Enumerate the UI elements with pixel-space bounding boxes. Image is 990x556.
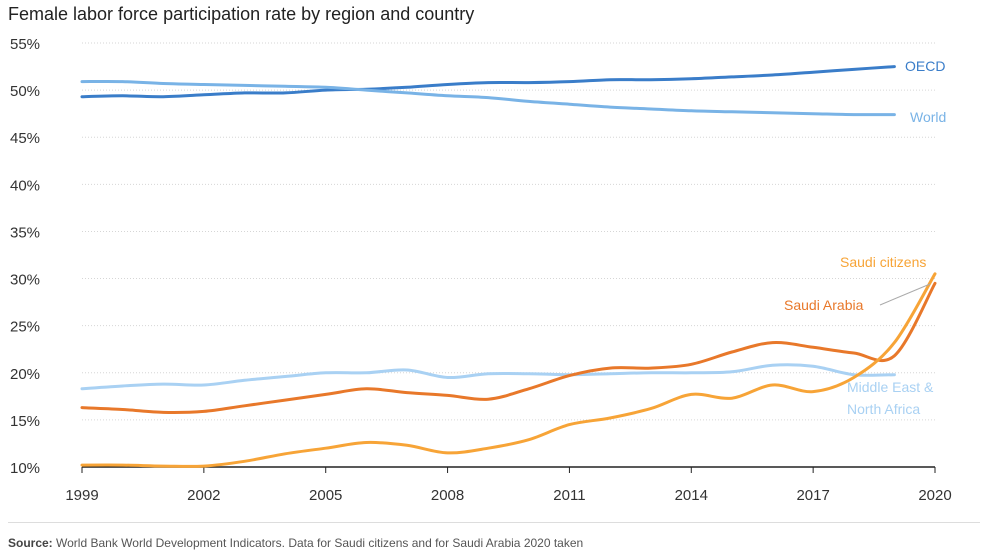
y-tick-label: 10% [10,460,40,477]
series-label-saudi-arabia: Saudi Arabia [784,297,864,313]
x-tick-label: 2002 [187,487,220,504]
chart-title: Female labor force participation rate by… [8,4,475,24]
series-line-world [80,79,896,117]
x-tick-label: 2017 [796,487,829,504]
x-tick-label: 1999 [65,487,98,504]
series-label-saudi-citizens: Saudi citizens [840,254,926,270]
series-labels: OECD World Middle East & North Africa Saudi … [784,58,946,417]
series-label-mena-line1: Middle East & [847,379,934,395]
series-label-world: World [910,109,946,125]
y-tick-label: 55% [10,36,40,53]
x-tick-label: 2005 [309,487,342,504]
source-text: World Bank World Development Indicators.… [52,536,584,550]
axes: 10% 15% 20% 25% 30% 35% 40% 45% 50% 55% 1999 2002 20… [10,36,952,504]
y-tick-label: 20% [10,366,40,383]
series-line-saudi-arabia [80,281,937,415]
source-label: Source: [8,536,53,550]
x-tick-label: 2014 [675,487,708,504]
series-label-mena-line2: North Africa [847,401,920,417]
x-tick-label: 2011 [553,487,585,504]
y-tick-label: 30% [10,272,40,289]
line-chart: 10% 15% 20% 25% 30% 35% 40% 45% 50% 55% 1999 2002 20… [10,36,952,504]
y-tick-label: 35% [10,224,40,241]
source-footnote: Source: World Bank World Development Ind… [8,536,583,550]
y-tick-label: 15% [10,413,40,430]
footer-divider [8,522,980,523]
y-tick-label: 50% [10,83,40,100]
series-line-middle-east-north-africa [80,363,896,391]
series-line-oecd [80,65,896,99]
y-tick-label: 40% [10,177,40,194]
x-tick-label: 2020 [918,487,951,504]
series-line-saudi-citizens [80,272,937,468]
series-lines [80,65,937,468]
label-leader-line [879,283,931,306]
x-tick-label: 2008 [431,487,464,504]
series-label-oecd: OECD [905,58,945,74]
y-tick-label: 45% [10,130,40,147]
y-tick-label: 25% [10,319,40,336]
